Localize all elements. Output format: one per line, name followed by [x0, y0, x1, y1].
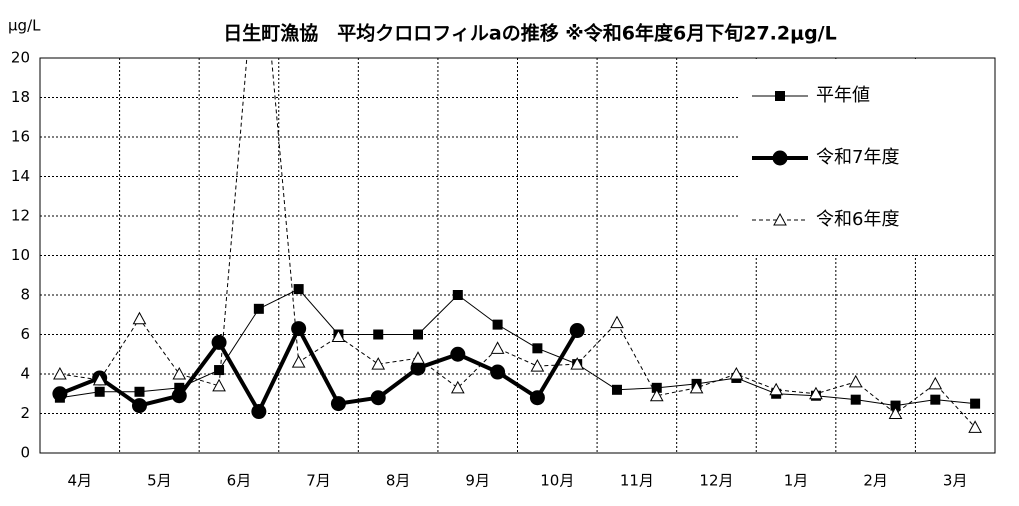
marker-triangle — [570, 357, 585, 370]
x-tick-label: 5月 — [147, 472, 172, 490]
x-tick-label: 11月 — [620, 472, 654, 490]
legend-label: 令和6年度 — [816, 209, 899, 230]
chart-title: 日生町漁協 平均クロロフィルaの推移 ※令和6年度6月下旬27.2μg/L — [223, 22, 836, 45]
marker-triangle — [53, 366, 67, 380]
marker-triangle — [689, 380, 704, 394]
marker-triangle — [729, 366, 744, 380]
marker-circle — [370, 390, 386, 406]
marker-square — [452, 290, 463, 300]
marker-triangle — [610, 315, 624, 329]
y-tick-label: 18 — [11, 88, 30, 106]
y-tick-label: 20 — [11, 49, 30, 67]
marker-square — [373, 329, 384, 340]
marker-triangle — [809, 386, 823, 400]
marker-triangle — [132, 311, 147, 325]
y-tick-label: 2 — [20, 404, 30, 422]
series-line — [59, 58, 976, 428]
marker-triangle — [291, 355, 306, 368]
marker-square — [611, 384, 622, 395]
marker-circle — [330, 396, 346, 412]
marker-circle — [529, 390, 545, 406]
x-tick-label: 3月 — [943, 472, 968, 490]
y-tick-label: 0 — [20, 444, 30, 462]
marker-circle — [131, 398, 147, 414]
series-line — [59, 288, 976, 407]
marker-circle — [52, 386, 68, 402]
marker-square — [775, 91, 785, 101]
marker-circle — [291, 321, 307, 337]
marker-square — [293, 284, 304, 295]
marker-triangle — [769, 382, 783, 396]
x-tick-label: 10月 — [540, 472, 574, 490]
x-tick-label: 8月 — [386, 472, 411, 490]
marker-circle — [171, 388, 187, 404]
y-tick-label: 10 — [11, 246, 30, 264]
marker-triangle — [928, 376, 943, 390]
marker-square — [253, 303, 264, 314]
marker-square — [850, 394, 861, 405]
marker-triangle — [848, 374, 863, 388]
marker-triangle — [968, 420, 982, 433]
y-tick-label: 6 — [20, 325, 30, 343]
marker-square — [930, 394, 941, 405]
marker-circle — [772, 150, 788, 166]
marker-square — [970, 398, 981, 409]
marker-circle — [251, 404, 267, 420]
marker-circle — [410, 360, 426, 376]
legend-label: 平年値 — [816, 85, 870, 106]
marker-square — [413, 329, 424, 340]
marker-circle — [490, 364, 506, 380]
x-tick-label: 4月 — [68, 472, 93, 490]
marker-triangle — [773, 212, 787, 226]
marker-circle — [211, 334, 227, 350]
legend-label: 令和7年度 — [816, 147, 899, 168]
y-tick-label: 4 — [20, 365, 30, 383]
x-tick-label: 9月 — [465, 472, 490, 490]
marker-triangle — [172, 366, 187, 380]
marker-circle — [450, 346, 466, 362]
x-tick-label: 6月 — [227, 472, 252, 490]
marker-circle — [569, 323, 585, 339]
plot-frame — [39, 57, 996, 454]
marker-triangle — [411, 351, 425, 364]
marker-triangle — [371, 357, 386, 370]
x-tick-label: 1月 — [784, 472, 809, 490]
y-tick-label: 12 — [11, 207, 30, 225]
x-tick-label: 12月 — [699, 472, 733, 490]
marker-square — [174, 382, 185, 393]
plot — [52, 58, 982, 433]
marker-triangle — [450, 380, 465, 394]
marker-triangle — [888, 406, 903, 419]
marker-triangle — [212, 378, 226, 392]
marker-square — [890, 400, 901, 411]
marker-triangle — [92, 372, 107, 386]
y-tick-label: 14 — [11, 167, 30, 185]
y-tick-label: 8 — [20, 286, 30, 304]
x-tick-label: 7月 — [306, 472, 331, 490]
y-axis-label: μg/L — [8, 17, 41, 35]
marker-square — [492, 319, 503, 330]
marker-square — [134, 386, 145, 397]
marker-square — [94, 386, 105, 397]
marker-triangle — [530, 359, 545, 372]
x-tick-label: 2月 — [863, 472, 888, 490]
marker-triangle — [331, 329, 346, 342]
y-tick-label: 16 — [11, 128, 30, 146]
marker-triangle — [490, 341, 505, 354]
marker-triangle — [649, 388, 664, 402]
marker-square — [214, 365, 225, 376]
marker-square — [651, 382, 662, 393]
marker-square — [532, 343, 543, 354]
